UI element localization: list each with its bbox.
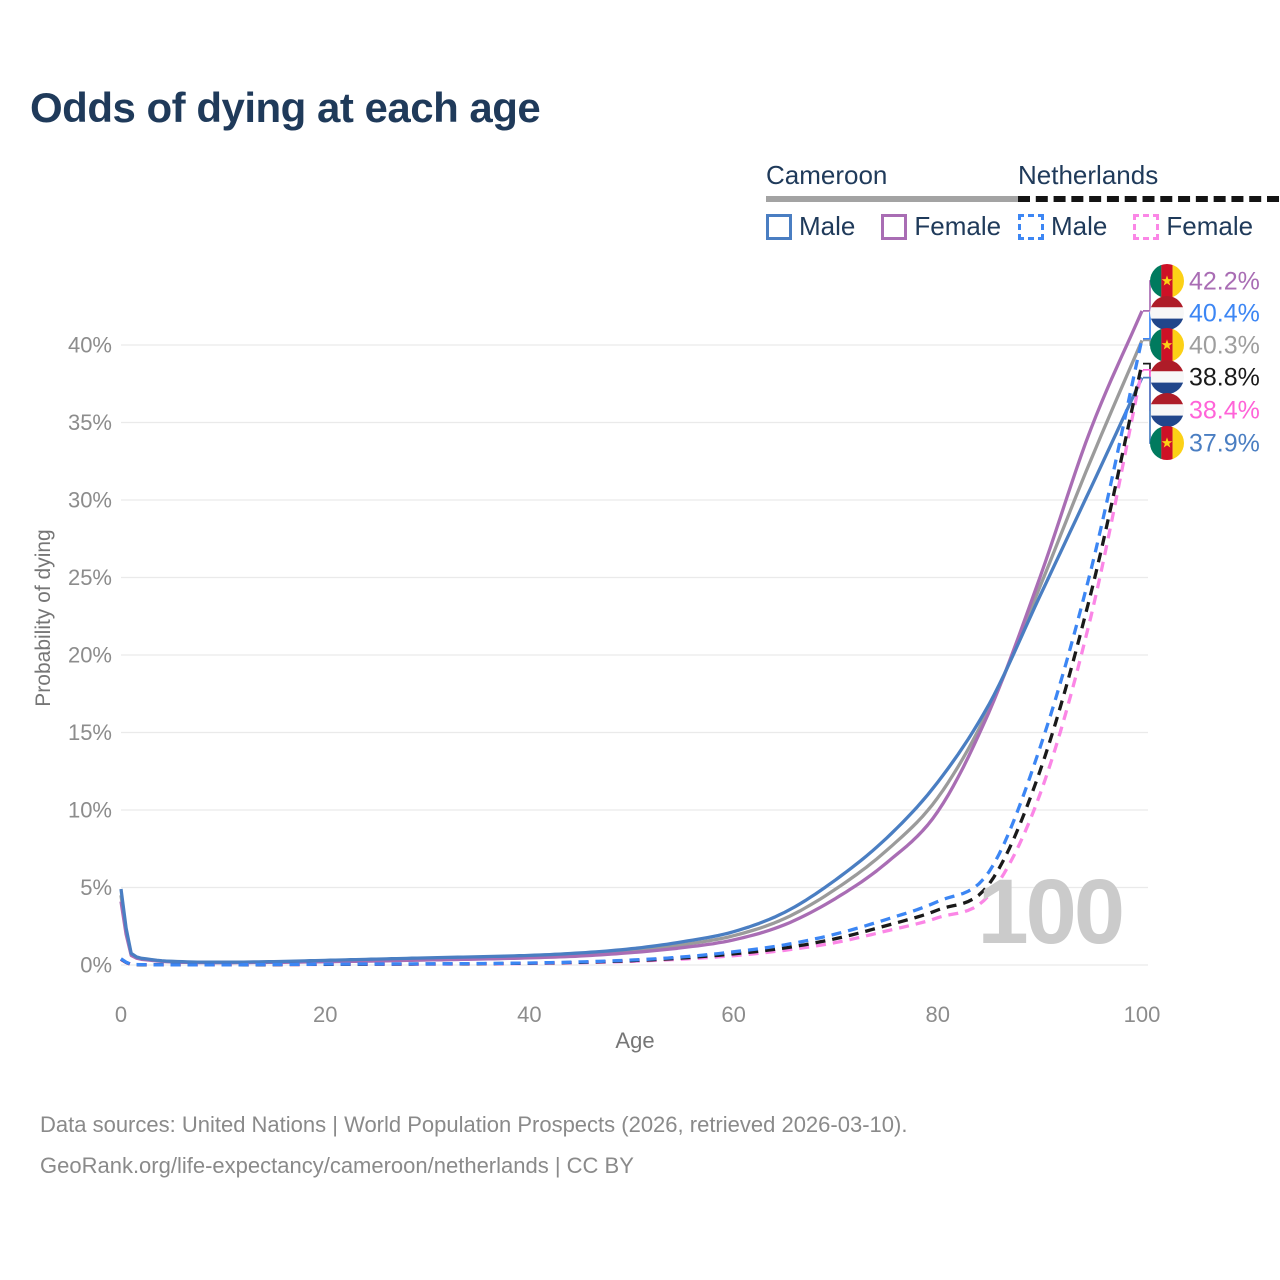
cameroon-male-swatch xyxy=(766,213,792,240)
axis-tick-labels: 0% 5% 10% 15% 20% 25% 30% 35% 40% 0 20 40 60 80 100 xyxy=(68,333,1160,1028)
x-axis-title: Age xyxy=(615,1028,655,1053)
cameroon-flag-icon xyxy=(1150,328,1184,362)
cameroon-female-swatch xyxy=(881,213,908,240)
x-tick-label: 60 xyxy=(721,1002,745,1027)
gridlines xyxy=(121,344,1148,966)
legend-label-cameroon-male: Male xyxy=(799,211,856,241)
page-title: Odds of dying at each age xyxy=(30,84,541,131)
netherlands-line-style-sample xyxy=(1018,196,1280,202)
end-value-label: 37.9% xyxy=(1189,430,1260,458)
legend-country-cameroon: Cameroon xyxy=(766,160,888,190)
y-tick-label: 20% xyxy=(68,643,112,668)
legend-label-netherlands-female: Female xyxy=(1166,211,1254,241)
footer-url-line: GeoRank.org/life-expectancy/cameroon/net… xyxy=(40,1153,634,1178)
y-axis-title: Probability of dying xyxy=(32,529,55,707)
footer-datasource-line: Data sources: United Nations | World Pop… xyxy=(40,1112,908,1137)
legend-item-cameroon-male[interactable]: Male xyxy=(766,211,855,242)
x-tick-label: 20 xyxy=(313,1002,337,1027)
end-value-labels: 42.2% 40.4% 40.3% 38.8% 38.4% 37.9% xyxy=(1143,264,1260,460)
netherlands-female-swatch xyxy=(1133,213,1160,240)
y-tick-label: 5% xyxy=(80,875,112,900)
series-line-cameroon-male[interactable] xyxy=(119,376,1144,964)
y-tick-label: 30% xyxy=(68,488,112,513)
legend-group-cameroon: Cameroon Male Female xyxy=(766,160,1028,242)
end-value-label: 38.4% xyxy=(1189,397,1260,425)
leader-line xyxy=(1143,376,1152,444)
y-tick-label: 25% xyxy=(68,565,112,590)
netherlands-flag-icon xyxy=(1150,296,1184,330)
y-tick-label: 40% xyxy=(68,333,112,358)
y-tick-label: 35% xyxy=(68,410,112,435)
legend-label-cameroon-female: Female xyxy=(914,211,1002,241)
y-tick-label: 15% xyxy=(68,720,112,745)
cameroon-flag-icon xyxy=(1150,264,1184,298)
end-value-label: 38.8% xyxy=(1189,364,1260,392)
legend-label-netherlands-male: Male xyxy=(1051,211,1108,241)
end-value-label: 40.4% xyxy=(1189,300,1260,328)
legend-country-netherlands: Netherlands xyxy=(1018,160,1159,190)
x-tick-label: 100 xyxy=(1124,1002,1161,1027)
legend-item-cameroon-female[interactable]: Female xyxy=(881,211,1001,242)
series-line-netherlands-male[interactable] xyxy=(120,338,1144,967)
cameroon-flag-icon xyxy=(1150,426,1184,460)
legend-item-netherlands-male[interactable]: Male xyxy=(1018,211,1107,242)
x-tick-label: 0 xyxy=(115,1002,127,1027)
cameroon-line-style-sample xyxy=(766,196,1028,202)
x-tick-label: 40 xyxy=(517,1002,541,1027)
series-lines xyxy=(119,310,1144,967)
y-tick-label: 0% xyxy=(80,953,112,978)
legend-group-netherlands: Netherlands Male Female xyxy=(1018,160,1280,242)
netherlands-male-swatch xyxy=(1018,213,1044,240)
y-tick-label: 10% xyxy=(68,798,112,823)
netherlands-flag-icon xyxy=(1150,393,1184,427)
legend-item-netherlands-female[interactable]: Female xyxy=(1133,211,1253,242)
end-value-label: 40.3% xyxy=(1189,332,1260,360)
end-value-label: 42.2% xyxy=(1189,268,1260,296)
x-tick-label: 80 xyxy=(926,1002,950,1027)
footer: Data sources: United Nations | World Pop… xyxy=(40,1104,907,1186)
age-counter-watermark: 100 xyxy=(977,861,1126,963)
netherlands-flag-icon xyxy=(1150,360,1184,394)
